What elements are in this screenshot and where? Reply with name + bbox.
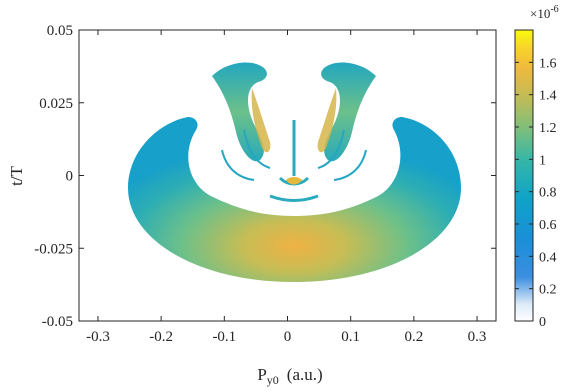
x-tick-label: 0 (284, 329, 292, 345)
plot-area (128, 62, 461, 282)
colorbar-tick-label: 0.8 (539, 186, 557, 201)
colorbar-ticks: 0 0.2 0.4 0.6 0.8 1 1.2 1.4 1.6 (515, 56, 557, 330)
colorbar-tick-label: 1 (539, 153, 546, 168)
y-tick-label: 0.025 (39, 96, 73, 112)
colorbar-tick-label: 0.6 (539, 218, 557, 233)
colorbar-tick-label: 0 (539, 315, 546, 330)
y-axis-label: t/T (7, 165, 26, 185)
colorbar-tick-label: 1.4 (539, 89, 557, 104)
density-left-arc (221, 129, 271, 181)
density-left-lobe-core (251, 88, 271, 153)
density-center-spot (286, 177, 302, 185)
x-axis: -0.3 -0.2 -0.1 0 0.1 0.2 0.3 (86, 30, 486, 345)
density-left-lobe (212, 62, 267, 162)
colorbar-exponent: ×10-6 (530, 4, 559, 21)
colorbar (514, 29, 534, 322)
x-tick-label: 0.3 (468, 329, 487, 345)
density-gap-arc (214, 178, 374, 214)
y-tick-label: 0 (66, 169, 74, 185)
colorbar-tick-label: 1.2 (539, 121, 557, 136)
x-axis-label: Py0 (a.u.) (257, 365, 322, 387)
density-right-lobe (321, 62, 376, 162)
x-tick-label: -0.3 (86, 329, 110, 345)
density-right-arc (317, 129, 367, 181)
x-tick-label: -0.2 (149, 329, 173, 345)
density-central-filament (269, 120, 319, 202)
x-tick-label: 0.2 (404, 329, 423, 345)
density-right-lobe-core (317, 88, 337, 153)
colorbar-tick-label: 0.4 (539, 250, 557, 265)
y-tick-label: -0.05 (42, 314, 73, 330)
y-axis: 0.05 0.025 0 -0.025 -0.05 (34, 23, 496, 330)
density-gap-inner (200, 158, 388, 208)
x-tick-label: 0.1 (341, 329, 360, 345)
y-tick-label: 0.05 (47, 23, 73, 39)
colorbar-tick-label: 0.2 (539, 283, 557, 298)
density-main-band (128, 117, 461, 282)
y-tick-label: -0.025 (34, 241, 73, 257)
colorbar-tick-label: 1.6 (539, 56, 557, 71)
x-tick-label: -0.1 (212, 329, 236, 345)
